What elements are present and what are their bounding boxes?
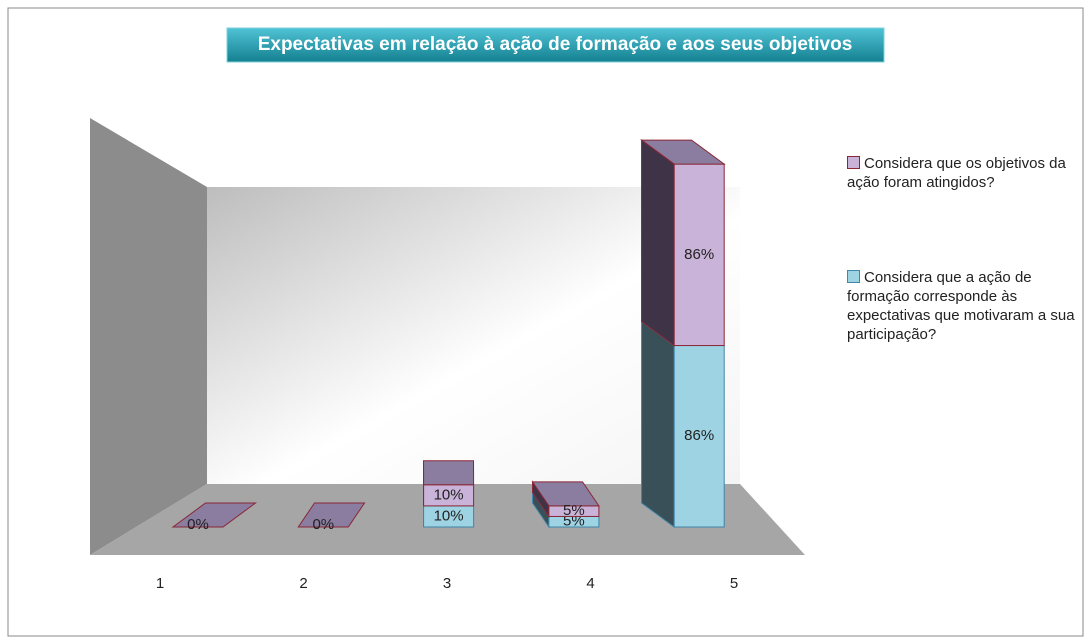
side-wall xyxy=(90,118,207,555)
x-tick-label: 4 xyxy=(586,575,594,592)
bar-segment xyxy=(673,345,725,528)
chart-title: Expectativas em relação à ação de formaç… xyxy=(258,34,853,55)
bar-segment xyxy=(673,163,725,347)
data-label: 86% xyxy=(684,427,714,444)
x-tick-label: 1 xyxy=(156,575,164,592)
x-tick-label: 5 xyxy=(730,575,738,592)
bar-top xyxy=(531,481,600,507)
data-label: 0% xyxy=(187,516,209,533)
legend-swatch xyxy=(847,270,860,283)
legend-entry: Considera que os objetivos da ação foram… xyxy=(847,154,1091,192)
bar-top xyxy=(640,139,726,165)
legend-label: Considera que a ação de formação corresp… xyxy=(847,269,1075,343)
x-tick-label: 2 xyxy=(299,575,307,592)
data-label: 10% xyxy=(434,486,464,503)
legend-label: Considera que os objetivos da ação foram… xyxy=(847,155,1066,191)
data-label: 0% xyxy=(312,516,334,533)
data-label: 10% xyxy=(434,507,464,524)
data-label: 86% xyxy=(684,246,714,263)
bar-top xyxy=(423,460,475,486)
legend-entry: Considera que a ação de formação corresp… xyxy=(847,268,1091,344)
bar-top xyxy=(297,502,366,528)
frame xyxy=(7,7,1084,637)
back-wall xyxy=(207,187,740,484)
bar-side xyxy=(641,139,675,347)
bar-side xyxy=(641,320,675,528)
bar-top xyxy=(171,502,258,528)
data-label: 5% xyxy=(563,502,585,519)
legend-swatch xyxy=(847,156,860,169)
title-box xyxy=(226,27,885,63)
x-tick-label: 3 xyxy=(443,575,451,592)
